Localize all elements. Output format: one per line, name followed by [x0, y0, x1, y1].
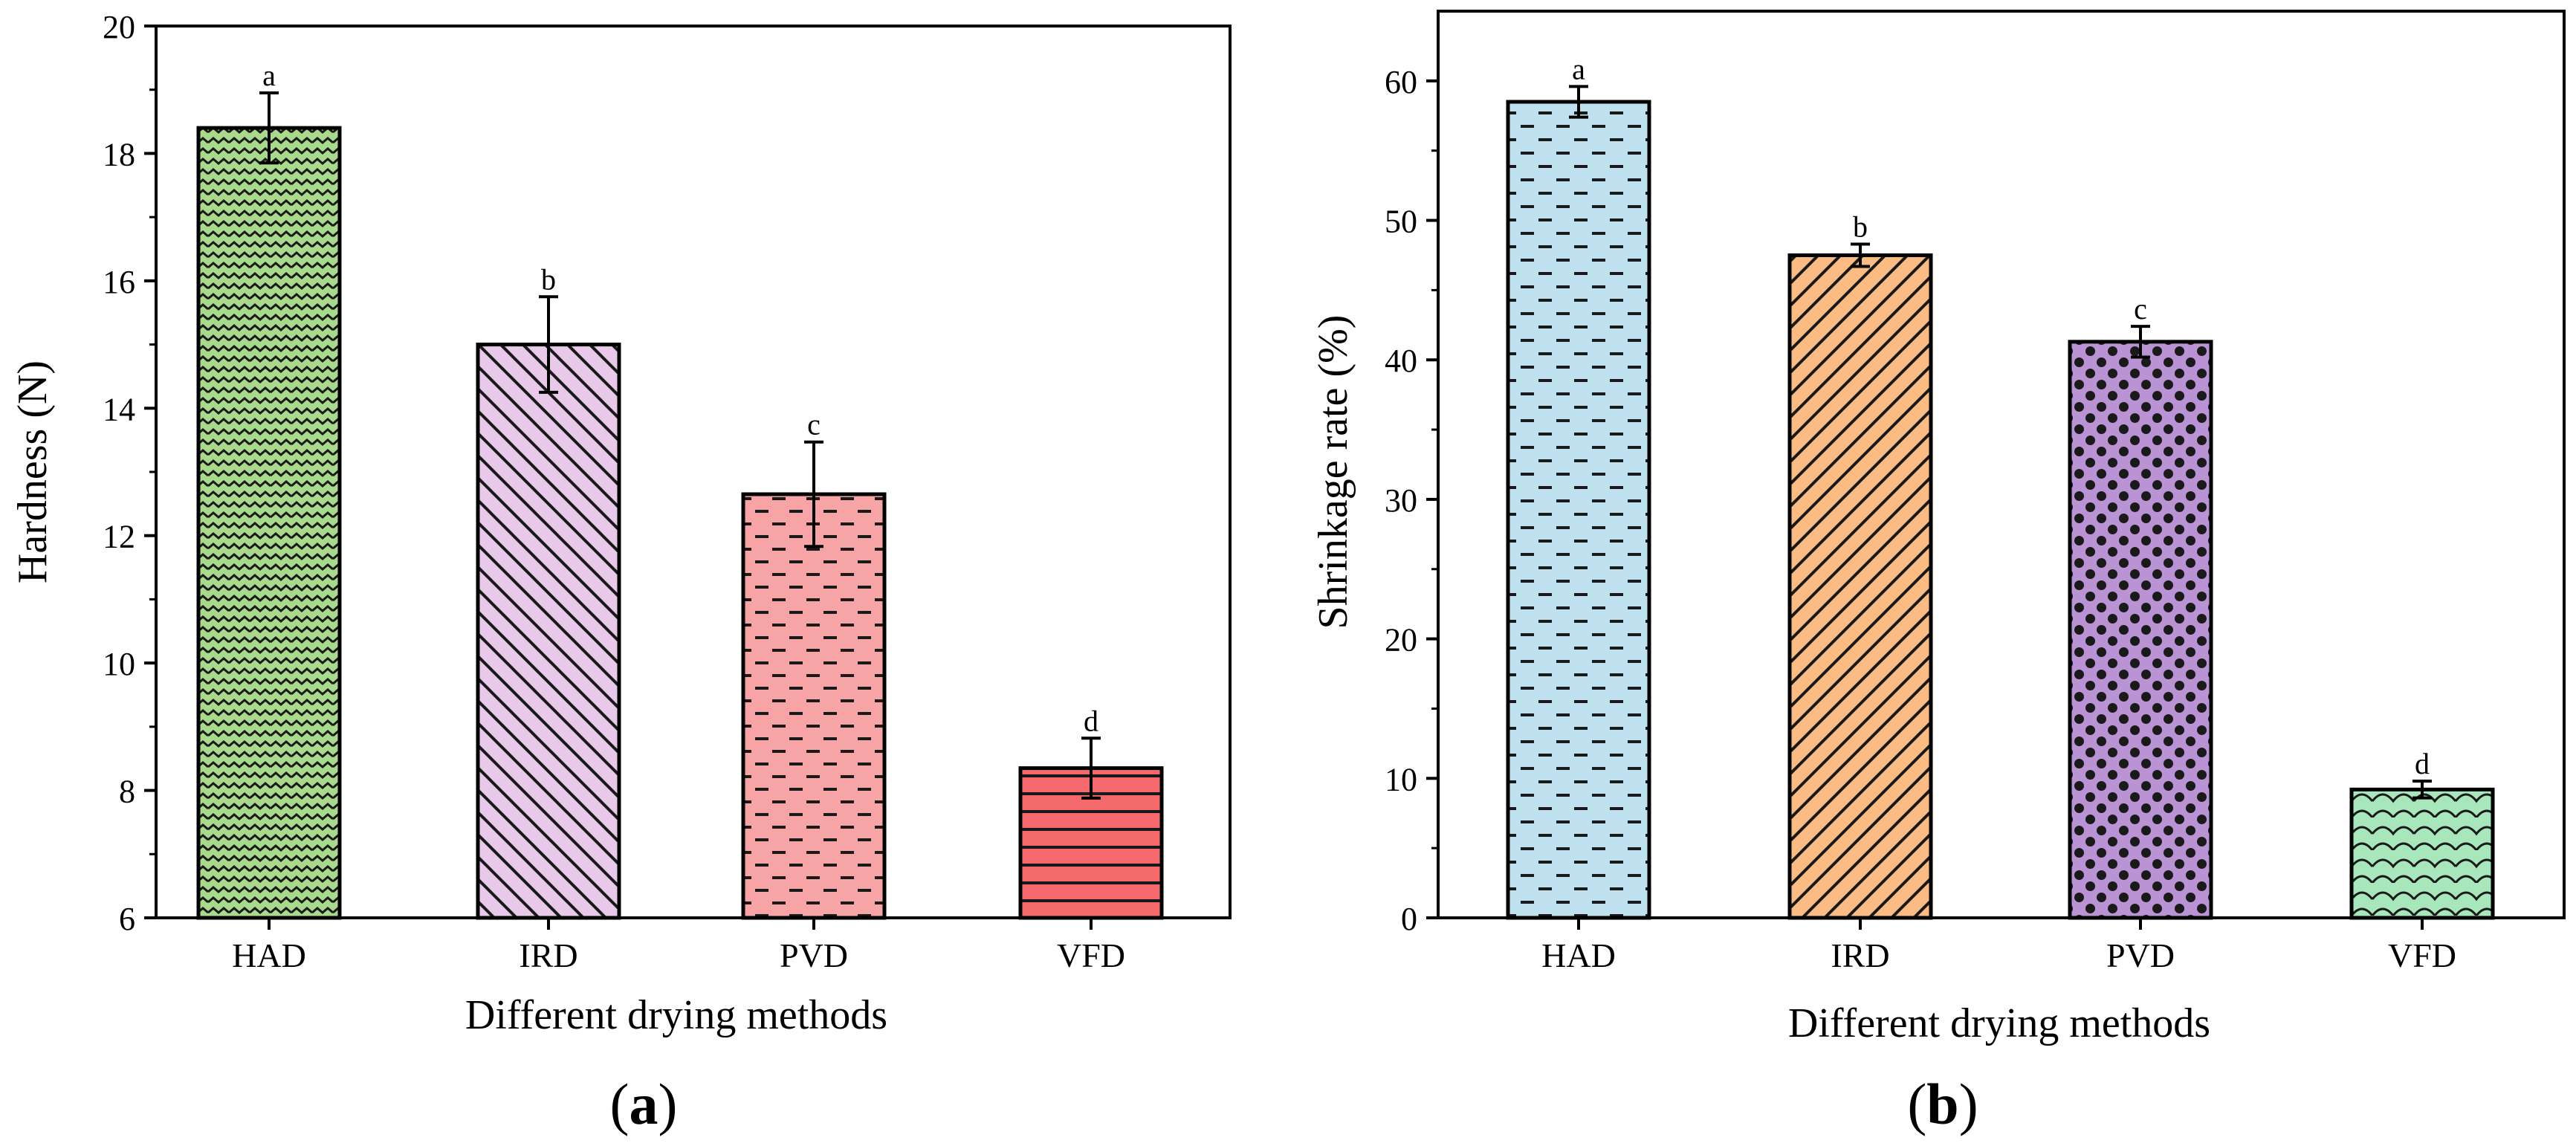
bar-pvd	[2068, 340, 2213, 920]
significance-letter: b	[541, 262, 556, 296]
bar-pvd	[741, 492, 887, 920]
y-tick-label: 50	[1385, 204, 1417, 240]
x-tick-label: VFD	[2388, 936, 2456, 974]
y-tick-label: 30	[1385, 482, 1417, 519]
plot-frame-b	[1437, 10, 2566, 919]
significance-letter: c	[807, 408, 821, 441]
x-axis-a: HAD IRD PVD VFD	[232, 918, 1125, 974]
y-tick-label: 0	[1401, 901, 1417, 937]
chart-panel-a: 6 8 10 12 14 16 18 20 a b c d HAD IRD PVD VFD Hardnes…	[10, 9, 1232, 1136]
x-axis-label-b: Different drying methods	[1788, 1000, 2210, 1046]
x-tick-label: PVD	[2106, 936, 2175, 974]
y-tick-label: 14	[103, 391, 135, 427]
x-tick-label: HAD	[232, 936, 306, 974]
panel-letter-a: a	[630, 1072, 658, 1136]
y-axis-a: 6 8 10 12 14 16 18 20	[103, 9, 156, 937]
chart-panel-b: 0 10 20 30 40 50 60 a b c d HAD IRD PVD VFD Shrinkag…	[1310, 10, 2566, 1136]
panel-label-b: (b)	[1907, 1072, 1978, 1136]
y-tick-label: 40	[1385, 343, 1417, 379]
significance-letter: c	[2134, 292, 2147, 326]
significance-letter: a	[1572, 52, 1585, 85]
x-axis-b: HAD IRD PVD VFD	[1541, 918, 2456, 974]
y-tick-label: 10	[103, 646, 135, 682]
significance-letter: d	[1084, 704, 1098, 737]
y-tick-label: 10	[1385, 761, 1417, 797]
y-tick-label: 20	[1385, 622, 1417, 658]
panel-label-a: (a)	[610, 1072, 678, 1136]
bar-had	[1506, 100, 1651, 920]
bar-ird	[1787, 253, 1933, 920]
panel-letter-b: b	[1926, 1072, 1958, 1136]
significance-letter: a	[262, 59, 276, 92]
y-axis-label-a: Hardness (N)	[10, 360, 56, 583]
x-axis-label-a: Different drying methods	[465, 992, 887, 1038]
bars-b: a b c d	[1506, 52, 2495, 920]
significance-letter: b	[1853, 210, 1868, 243]
y-axis-b: 0 10 20 30 40 50 60	[1385, 64, 1438, 937]
x-tick-label: IRD	[519, 936, 577, 974]
y-axis-label-b: Shrinkage rate (%)	[1310, 315, 1356, 629]
y-tick-label: 12	[103, 519, 135, 555]
x-tick-label: VFD	[1057, 936, 1125, 974]
y-tick-label: 8	[119, 774, 135, 810]
y-tick-label: 20	[103, 9, 135, 45]
y-tick-label: 60	[1385, 64, 1417, 100]
y-tick-label: 18	[103, 136, 135, 172]
x-tick-label: HAD	[1541, 936, 1616, 974]
bar-vfd	[2349, 787, 2495, 920]
x-tick-label: PVD	[780, 936, 848, 974]
bar-ird	[476, 343, 621, 920]
x-tick-label: IRD	[1831, 936, 1889, 974]
y-tick-label: 16	[103, 264, 135, 300]
y-tick-label: 6	[119, 901, 135, 937]
bar-had	[196, 126, 342, 920]
significance-letter: d	[2415, 747, 2430, 780]
bars-a: a b c d	[196, 59, 1164, 920]
